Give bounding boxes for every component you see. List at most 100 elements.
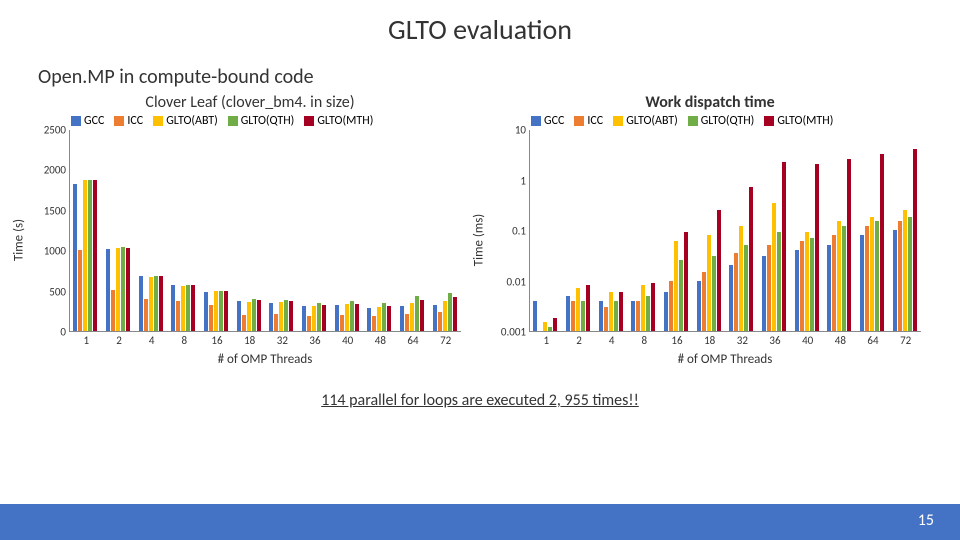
bar-group: [139, 276, 163, 331]
bar: [209, 305, 213, 331]
bar: [116, 248, 120, 331]
bar: [111, 290, 115, 331]
chart-right-plot: Time (ms) 0.0010.010.1110124816183236404…: [485, 130, 925, 350]
bar: [908, 217, 912, 331]
bar: [149, 277, 153, 331]
charts-row: Clover Leaf (clover_bm4. in size) GCC ICC…: [0, 89, 960, 367]
legend-item: GLTO(ABT): [613, 114, 678, 128]
bar: [576, 288, 580, 331]
bar: [684, 232, 688, 331]
bar: [734, 253, 738, 331]
bar: [400, 306, 404, 331]
legend-item: GLTO(QTH): [228, 114, 295, 128]
bar: [777, 232, 781, 331]
bar-group: [367, 303, 391, 331]
bar: [257, 300, 261, 331]
legend-swatch: [153, 116, 163, 126]
bar: [191, 285, 195, 331]
y-tick: 0.01: [490, 275, 526, 288]
legend-label: GCC: [84, 114, 104, 128]
x-tick: 16: [671, 334, 682, 347]
legend-swatch: [574, 116, 584, 126]
legend-swatch: [613, 116, 623, 126]
bar: [106, 249, 110, 331]
x-tick: 8: [182, 334, 188, 347]
bar: [664, 292, 668, 331]
bar: [903, 210, 907, 331]
caption: 114 parallel for loops are executed 2, 9…: [0, 391, 960, 410]
bar: [599, 301, 603, 331]
bar: [810, 238, 814, 331]
bar: [712, 256, 716, 331]
bar: [767, 245, 771, 331]
x-tick: 1: [84, 334, 90, 347]
bar: [870, 217, 874, 331]
bar: [355, 304, 359, 331]
y-tick: 0: [30, 326, 66, 339]
legend-swatch: [531, 116, 541, 126]
legend-item: GLTO(MTH): [764, 114, 833, 128]
bar: [93, 180, 97, 331]
bar-group: [827, 159, 851, 331]
bar: [847, 159, 851, 331]
bar: [317, 303, 321, 331]
bar: [139, 276, 143, 331]
bar: [842, 226, 846, 331]
x-tick: 36: [309, 334, 320, 347]
legend-label: GLTO(MTH): [777, 114, 833, 128]
bar: [631, 301, 635, 331]
bar-group: [106, 247, 130, 331]
bar: [302, 306, 306, 331]
bar: [739, 226, 743, 331]
y-tick: 0.001: [490, 326, 526, 339]
bar-group: [762, 162, 786, 331]
bar: [898, 221, 902, 331]
bar-group: [237, 299, 261, 331]
chart-right-title: Work dispatch time: [485, 93, 935, 112]
x-tick: 40: [802, 334, 813, 347]
bar: [274, 314, 278, 331]
bar: [782, 162, 786, 331]
y-axis-label-right: Time (ms): [472, 214, 487, 266]
x-tick: 4: [149, 334, 155, 347]
y-tick: 2000: [30, 164, 66, 177]
bar: [322, 305, 326, 331]
bar: [181, 286, 185, 331]
legend-label: GLTO(ABT): [626, 114, 678, 128]
legend-label: GLTO(MTH): [317, 114, 373, 128]
bar-group: [795, 164, 819, 331]
bar: [312, 306, 316, 331]
bar: [154, 276, 158, 331]
chart-left-title: Clover Leaf (clover_bm4. in size): [25, 93, 475, 112]
bar: [126, 248, 130, 331]
legend-label: ICC: [127, 114, 143, 128]
y-tick: 500: [30, 285, 66, 298]
bar: [88, 180, 92, 331]
slide-title: GLTO evaluation: [0, 0, 960, 47]
chart-left: Clover Leaf (clover_bm4. in size) GCC ICC…: [25, 93, 475, 367]
x-tick: 48: [835, 334, 846, 347]
x-tick: 8: [642, 334, 648, 347]
bar: [415, 296, 419, 331]
bar: [372, 316, 376, 331]
bar: [345, 304, 349, 331]
bar-group: [335, 301, 359, 331]
bar: [247, 302, 251, 331]
plot-area-right: 0.0010.010.111012481618323640486472: [529, 130, 921, 332]
legend-item: GLTO(ABT): [153, 114, 218, 128]
y-tick: 1500: [30, 204, 66, 217]
x-tick: 72: [900, 334, 911, 347]
bar: [641, 285, 645, 331]
bar: [438, 312, 442, 331]
bar: [382, 303, 386, 331]
bar: [186, 285, 190, 331]
legend-item: ICC: [574, 114, 603, 128]
legend-label: GCC: [544, 114, 564, 128]
x-tick: 72: [440, 334, 451, 347]
bar-group: [860, 154, 884, 331]
bar: [646, 296, 650, 331]
bar: [729, 265, 733, 331]
bar: [289, 301, 293, 331]
legend-swatch: [688, 116, 698, 126]
bar: [860, 235, 864, 331]
